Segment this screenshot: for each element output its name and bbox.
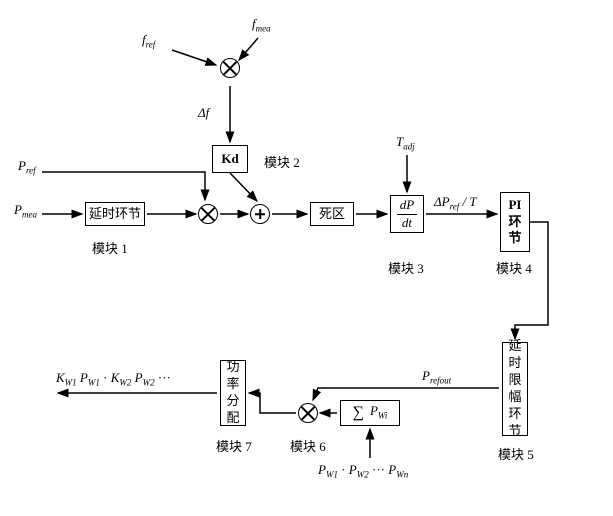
df-label: Δf <box>198 105 209 121</box>
sigma-block: ∑ PWi <box>340 400 400 426</box>
mod2-label: 模块 2 <box>264 152 300 171</box>
deriv-block: dP dt <box>390 195 424 233</box>
deriv-num: dP <box>397 197 417 215</box>
delay-label: 延时环节 <box>89 206 141 223</box>
kd-block: Kd <box>212 145 248 173</box>
mod3-label: 模块 3 <box>388 258 424 277</box>
pi-block: PI 环 节 <box>500 192 530 252</box>
sigma-p: PWi <box>370 403 387 422</box>
kout-label: KW1 PW1 · KW2 PW2 ··· <box>56 370 171 388</box>
kd-label: Kd <box>221 151 238 168</box>
mod7-label: 模块 7 <box>216 436 252 455</box>
mod5-label: 模块 5 <box>498 444 534 463</box>
mixer-p <box>198 204 218 224</box>
deriv-frac: dP dt <box>397 197 417 232</box>
dpref-label: ΔPref / T <box>434 194 477 212</box>
prefout-label: Prefout <box>422 368 451 386</box>
tadj-label: Tadj <box>396 134 415 152</box>
pref-label: Pref <box>18 158 36 176</box>
deadzone-block: 死区 <box>310 202 354 226</box>
pw-row-label: PW1 · PW2 ··· PWn <box>318 462 408 480</box>
mixer-f <box>220 58 240 78</box>
pmea-label: Pmea <box>14 202 37 220</box>
fmea-label: fmea <box>252 16 271 34</box>
mod4-label: 模块 4 <box>496 258 532 277</box>
delay-limit-label: 延 时 限 幅 环 节 <box>508 338 521 439</box>
delay-block: 延时环节 <box>85 202 145 226</box>
dispatch-label: 功 率 分 配 <box>226 359 239 427</box>
sigma-sym: ∑ <box>353 403 364 424</box>
deriv-den: dt <box>397 215 417 232</box>
mod6-label: 模块 6 <box>290 436 326 455</box>
pi-label: PI 环 节 <box>508 197 521 248</box>
mixer-out <box>298 403 318 423</box>
fref-label: fref <box>142 32 155 50</box>
summer-1 <box>250 204 270 224</box>
delay-limit-block: 延 时 限 幅 环 节 <box>502 342 528 436</box>
mod1-label: 模块 1 <box>92 238 128 257</box>
deadzone-label: 死区 <box>319 206 345 223</box>
dispatch-block: 功 率 分 配 <box>220 360 246 426</box>
